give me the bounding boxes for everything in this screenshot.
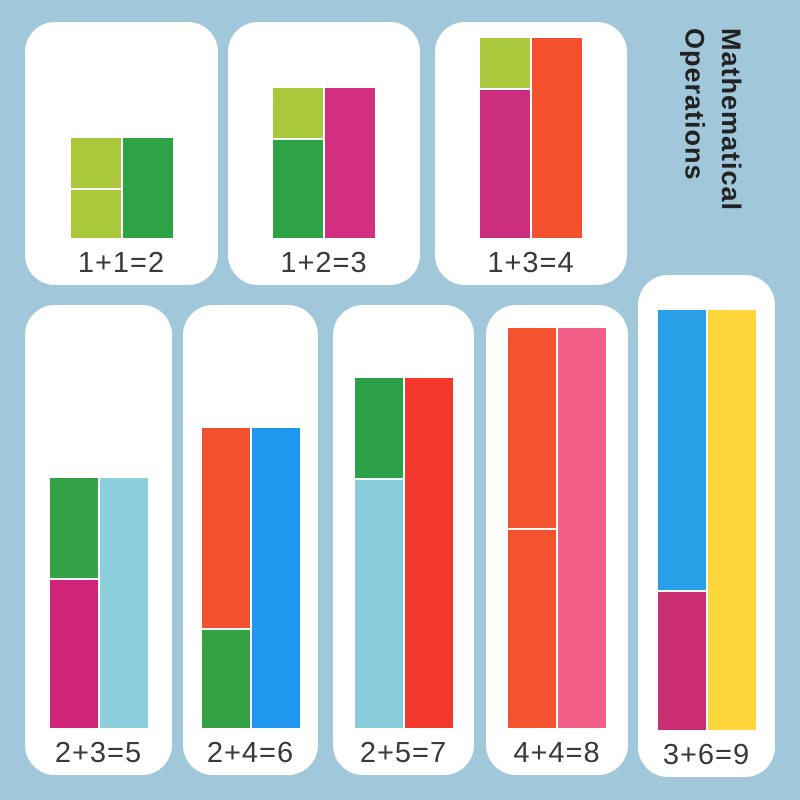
equation-label: 1+2=3: [280, 247, 368, 279]
block-segment: [404, 378, 453, 728]
addend-bar: [201, 428, 250, 728]
title-line-1: Mathematical: [715, 28, 746, 212]
block-segment: [657, 589, 706, 730]
block-segment: [251, 428, 300, 728]
sum-bar: [707, 309, 756, 730]
equation-card: 4+4=8: [486, 305, 628, 775]
equation-label: 1+1=2: [77, 247, 166, 279]
equation-card: 2+4=6: [183, 305, 318, 775]
title-line-2: Operations: [679, 28, 710, 181]
sum-bar: [532, 38, 582, 238]
equation-label: 2+3=5: [54, 737, 143, 769]
sum-bar: [99, 478, 148, 728]
block-bars: [49, 478, 148, 728]
block-segment: [354, 478, 403, 728]
equation-card: 1+3=4: [435, 22, 627, 285]
sum-bar: [251, 428, 300, 728]
block-segment: [707, 309, 756, 730]
block-segment: [273, 138, 323, 238]
block-segment: [480, 88, 530, 238]
page-title: Mathematical Operations: [676, 28, 749, 211]
block-segment: [201, 628, 250, 728]
block-segment: [70, 188, 121, 238]
block-bars: [508, 328, 606, 728]
equation-card: 2+3=5: [25, 305, 172, 775]
sum-bar: [122, 138, 173, 238]
block-segment: [49, 578, 98, 728]
sum-bar: [404, 378, 453, 728]
equation-card: 1+1=2: [25, 22, 218, 285]
addend-bar: [480, 38, 530, 238]
equation-label: 4+4=8: [513, 737, 601, 769]
block-bars: [480, 38, 582, 238]
block-segment: [508, 328, 556, 528]
block-segment: [532, 38, 582, 238]
block-segment: [480, 38, 530, 88]
block-bars: [657, 309, 756, 730]
block-segment: [657, 309, 706, 590]
block-segment: [273, 88, 323, 138]
block-segment: [49, 478, 98, 578]
block-bars: [354, 378, 453, 728]
addend-bar: [657, 309, 706, 730]
block-bars: [273, 88, 375, 238]
addend-bar: [70, 138, 121, 238]
sum-bar: [325, 88, 375, 238]
equation-label: 1+3=4: [487, 247, 575, 279]
block-segment: [508, 528, 556, 728]
block-segment: [201, 428, 250, 628]
equation-card: 3+6=9: [638, 275, 775, 777]
addend-bar: [273, 88, 323, 238]
block-segment: [354, 378, 403, 478]
block-segment: [558, 328, 606, 728]
equation-label: 2+5=7: [359, 737, 448, 769]
equation-card: 1+2=3: [228, 22, 420, 285]
addend-bar: [354, 378, 403, 728]
block-segment: [325, 88, 375, 238]
block-segment: [99, 478, 148, 728]
block-bars: [70, 138, 173, 238]
block-segment: [70, 138, 121, 188]
equation-label: 2+4=6: [206, 737, 295, 769]
equation-card: 2+5=7: [333, 305, 474, 775]
block-segment: [122, 138, 173, 238]
addend-bar: [49, 478, 98, 728]
sum-bar: [558, 328, 606, 728]
addend-bar: [508, 328, 556, 728]
equation-label: 3+6=9: [662, 739, 751, 771]
block-bars: [201, 428, 300, 728]
